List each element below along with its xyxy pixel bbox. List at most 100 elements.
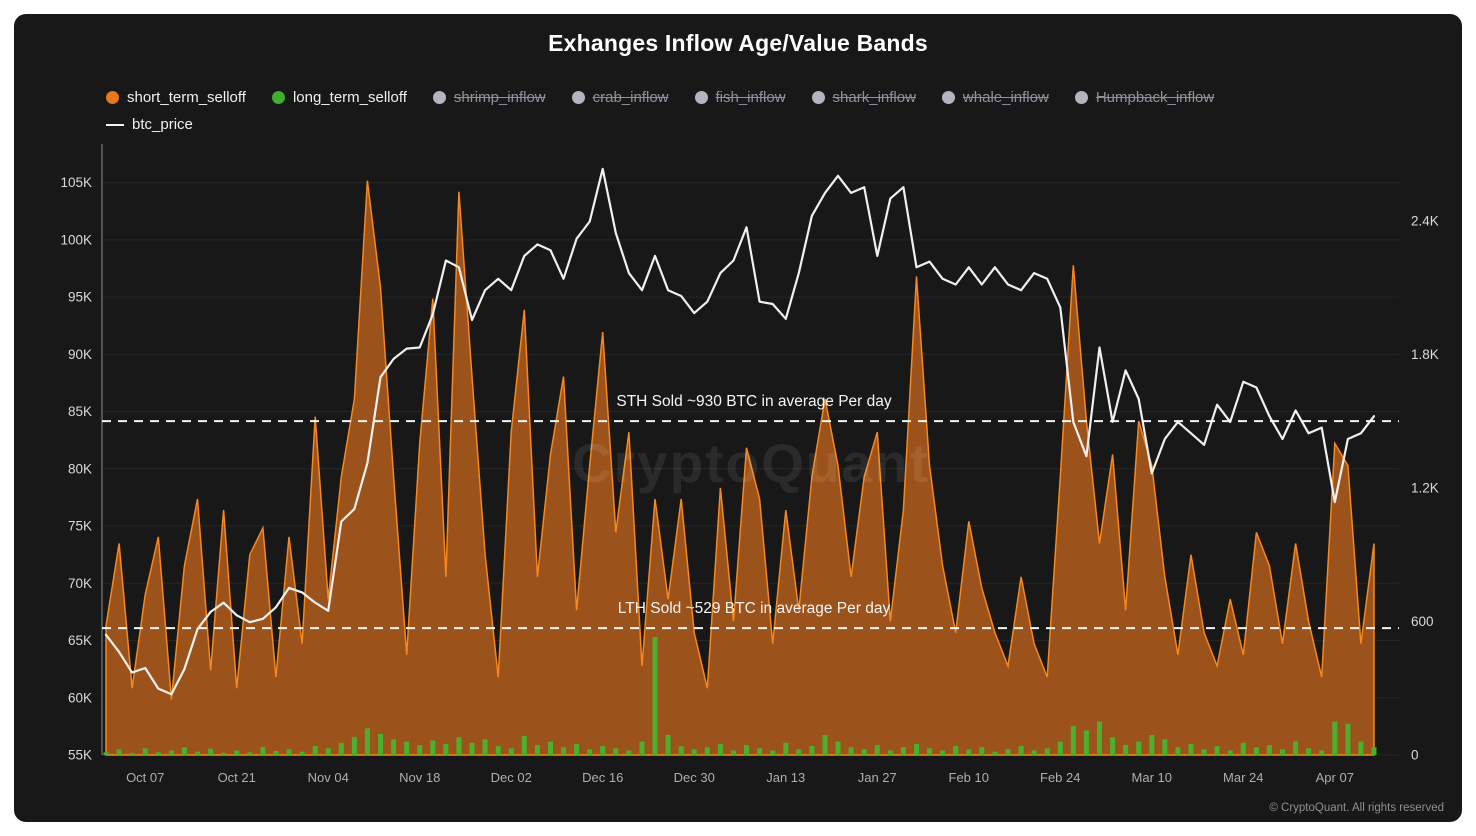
long-term-selloff-bar xyxy=(914,743,919,755)
annotation-text: STH Sold ~930 BTC in average Per day xyxy=(616,393,892,410)
long-term-selloff-bar xyxy=(861,749,867,755)
long-term-selloff-bar xyxy=(887,750,893,755)
long-term-selloff-bar xyxy=(417,745,423,755)
long-term-selloff-bar xyxy=(1188,743,1194,755)
long-term-selloff-bar xyxy=(456,737,462,755)
chart-canvas[interactable]: 55K 60K 65K 70K 75K 80K 85K 90K 95K 100K 105K 0 600 1… xyxy=(14,14,1462,822)
long-term-selloff-bar xyxy=(835,741,841,755)
long-term-selloff-bar xyxy=(626,750,632,755)
long-term-selloff-bar xyxy=(1149,735,1155,755)
left-axis-tick-label: 65K xyxy=(68,633,92,648)
watermark-text: CryptoQuant xyxy=(572,432,930,494)
legend-dot-icon xyxy=(271,91,285,104)
legend-row-1: short_term_selloff long_term_selloff shrim… xyxy=(106,84,1214,111)
legend-item-shrimp_inflow[interactable]: shrimp_inflow xyxy=(432,89,546,106)
long-term-selloff-bar xyxy=(391,739,397,755)
long-term-selloff-bar xyxy=(443,743,449,755)
long-term-selloff-bar xyxy=(927,748,932,755)
long-term-selloff-bar xyxy=(940,750,946,755)
long-term-selloff-bar xyxy=(1371,747,1377,755)
x-axis-tick-label: Dec 02 xyxy=(491,770,532,785)
legend-item-shark_inflow[interactable]: shark_inflow xyxy=(811,89,916,106)
legend-dot-icon xyxy=(941,91,955,104)
legend-item-long_term_selloff[interactable]: long_term_selloff xyxy=(271,89,407,106)
long-term-selloff-bar xyxy=(312,746,318,755)
legend-dot-icon xyxy=(811,91,825,104)
right-axis-tick-label: 0 xyxy=(1411,748,1419,763)
long-term-selloff-bar xyxy=(103,752,109,755)
right-axis-tick-label: 2.4K xyxy=(1411,213,1439,228)
legend-item-Humpback_inflow[interactable]: Humpback_inflow xyxy=(1074,89,1214,106)
legend-label: whale_inflow xyxy=(962,89,1049,106)
long-term-selloff-bar xyxy=(404,741,410,755)
long-term-selloff-bar xyxy=(757,748,763,755)
legend-label: short_term_selloff xyxy=(127,89,246,106)
long-term-selloff-bar xyxy=(848,747,854,755)
long-term-selloff-bar xyxy=(1306,748,1312,755)
long-term-selloff-bar xyxy=(979,747,985,755)
x-axis-tick-label: Apr 07 xyxy=(1316,770,1354,785)
long-term-selloff-bar xyxy=(1319,750,1325,755)
legend-dot-icon xyxy=(106,91,119,104)
annotation-text: LTH Sold ~529 BTC in average Per day xyxy=(618,600,891,617)
long-term-selloff-bar xyxy=(548,741,553,755)
long-term-selloff-bar xyxy=(155,752,161,755)
long-term-selloff-bar xyxy=(665,735,671,755)
long-term-selloff-bar xyxy=(338,742,344,755)
long-term-selloff-bar xyxy=(195,751,200,755)
legend-item-short_term_selloff[interactable]: short_term_selloff xyxy=(106,89,246,106)
left-axis-tick-label: 60K xyxy=(68,690,92,705)
legend-item-fish_inflow[interactable]: fish_inflow xyxy=(694,89,786,106)
legend-dot-icon xyxy=(571,91,585,104)
legend-item-whale_inflow[interactable]: whale_inflow xyxy=(941,89,1049,106)
legend-label: btc_price xyxy=(132,116,193,133)
long-term-selloff-bar xyxy=(613,748,619,755)
left-axis-tick-label: 75K xyxy=(68,519,92,534)
left-axis-tick-label: 90K xyxy=(68,347,92,362)
x-axis-tick-label: Nov 04 xyxy=(308,770,349,785)
x-axis-tick-label: Mar 24 xyxy=(1223,770,1263,785)
long-term-selloff-bar xyxy=(652,637,658,755)
short-term-selloff-area xyxy=(105,180,1375,756)
long-term-selloff-bar xyxy=(953,746,959,755)
long-term-selloff-bar xyxy=(1332,721,1338,755)
legend-item-btc_price[interactable]: btc_price xyxy=(106,116,193,133)
legend: short_term_selloff long_term_selloff shrim… xyxy=(106,84,1214,138)
x-axis-tick-label: Feb 10 xyxy=(949,770,989,785)
long-term-selloff-bar xyxy=(1044,748,1050,755)
long-term-selloff-bar xyxy=(181,747,187,755)
chart-title: Exhanges Inflow Age/Value Bands xyxy=(548,30,928,56)
x-axis-tick-label: Nov 18 xyxy=(399,770,440,785)
long-term-selloff-bar xyxy=(325,748,331,755)
long-term-selloff-bar xyxy=(260,747,266,755)
long-term-selloff-bar xyxy=(587,749,593,755)
long-term-selloff-bar xyxy=(1162,739,1168,755)
right-axis-tick-label: 1.8K xyxy=(1411,347,1439,362)
long-term-selloff-bar xyxy=(351,737,357,755)
long-term-selloff-bar xyxy=(1031,750,1037,755)
long-term-selloff-bar xyxy=(208,748,214,755)
long-term-selloff-bar xyxy=(1110,737,1116,755)
right-axis-tick-label: 600 xyxy=(1411,614,1434,629)
x-axis-tick-label: Oct 21 xyxy=(218,770,256,785)
long-term-selloff-bar xyxy=(966,749,972,755)
left-axis-tick-label: 100K xyxy=(60,232,92,247)
long-term-selloff-bar xyxy=(116,749,122,755)
left-axis-tick-label: 80K xyxy=(68,461,92,476)
long-term-selloff-bar xyxy=(822,735,828,755)
long-term-selloff-bar xyxy=(1280,749,1285,755)
long-term-selloff-bar xyxy=(1136,741,1142,755)
long-term-selloff-bar xyxy=(1253,747,1259,755)
legend-item-crab_inflow[interactable]: crab_inflow xyxy=(571,89,669,106)
price-line-swatch-icon xyxy=(106,123,124,126)
legend-label: long_term_selloff xyxy=(292,89,407,106)
left-axis-tick-label: 105K xyxy=(60,175,92,190)
left-axis-tick-label: 85K xyxy=(68,404,92,419)
long-term-selloff-bar xyxy=(469,742,475,755)
long-term-selloff-bar xyxy=(678,746,684,755)
long-term-selloff-bar xyxy=(1227,750,1233,755)
long-term-selloff-bar xyxy=(1083,730,1089,755)
long-term-selloff-bar xyxy=(992,751,998,755)
long-term-selloff-bar xyxy=(247,752,253,755)
long-term-selloff-bar xyxy=(273,751,279,755)
